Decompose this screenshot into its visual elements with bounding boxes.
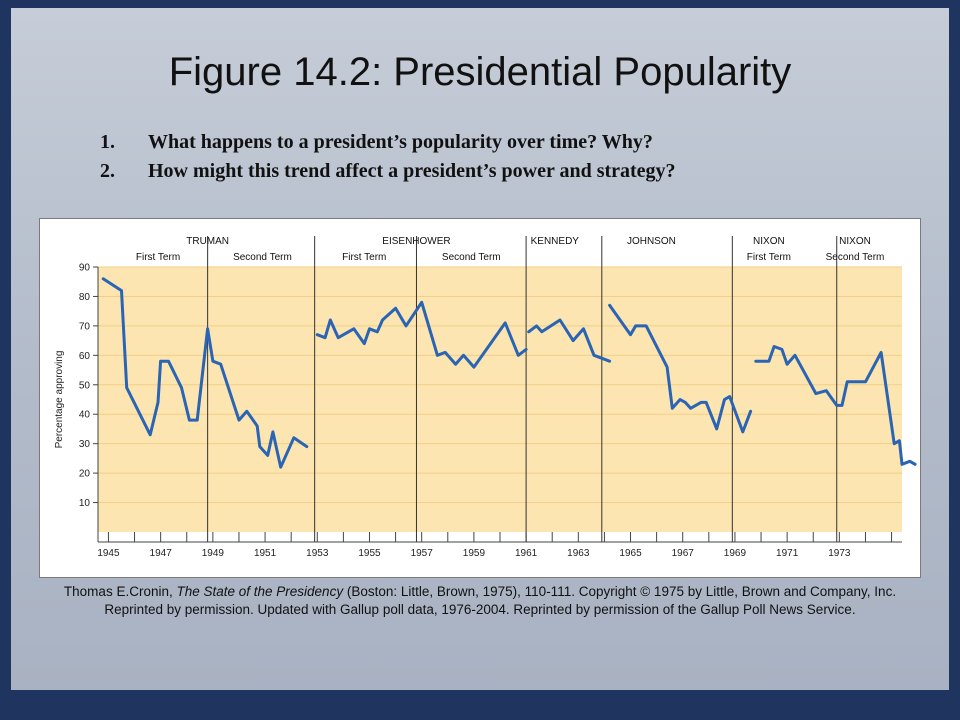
- approval-series-line: [754, 345, 917, 466]
- plot-area: [98, 267, 902, 532]
- x-tick-label: 1961: [515, 548, 538, 559]
- term-label: Second Term: [442, 252, 501, 263]
- y-tick-label: 40: [79, 410, 91, 421]
- chart-figure: 10 20 30 40 50 60 70 80 90 1945 1947 1949 1951 1953 19…: [39, 218, 921, 578]
- x-tick-label: 1953: [306, 548, 329, 559]
- page-title: Figure 14.2: Presidential Popularity: [168, 50, 792, 94]
- term-label: First Term: [342, 252, 386, 263]
- y-tick-label: 60: [79, 351, 91, 362]
- term-label: Second Term: [826, 252, 885, 263]
- x-tick-label: 1959: [463, 548, 486, 559]
- president-label: NIXON: [753, 236, 785, 247]
- y-tick-label: 20: [79, 469, 91, 480]
- president-label: NIXON: [839, 236, 871, 247]
- popularity-chart: 10 20 30 40 50 60 70 80 90 1945 1947 1949 1951 1953 19…: [54, 236, 917, 559]
- approval-series-line: [527, 318, 612, 363]
- y-tick-label: 70: [79, 321, 91, 332]
- x-tick-label: 1973: [828, 548, 851, 559]
- president-label: TRUMAN: [186, 236, 229, 247]
- approval-series-line: [608, 303, 753, 434]
- term-label: First Term: [747, 252, 791, 263]
- x-tick-label: 1965: [619, 548, 642, 559]
- x-tick-label: 1969: [724, 548, 747, 559]
- approval-series-line: [101, 277, 309, 469]
- question-text: How might this trend affect a president’…: [148, 160, 676, 182]
- y-tick-label: 90: [79, 263, 91, 274]
- y-tick-label: 50: [79, 380, 91, 391]
- x-tick-label: 1971: [776, 548, 799, 559]
- x-tick-label: 1963: [567, 548, 590, 559]
- question-list: 1. What happens to a president’s popular…: [100, 131, 676, 189]
- president-label: KENNEDY: [531, 236, 580, 247]
- president-label: EISENHOWER: [382, 236, 450, 247]
- x-tick-label: 1955: [358, 548, 381, 559]
- question-item: 1. What happens to a president’s popular…: [100, 131, 676, 160]
- y-tick-label: 30: [79, 439, 91, 450]
- source-caption: Thomas E.Cronin, The State of the Presid…: [52, 583, 908, 619]
- x-tick-label: 1949: [202, 548, 225, 559]
- y-axis-label: Percentage approving: [54, 351, 65, 449]
- caption-details: (Boston: Little, Brown, 1975), 110-111. …: [104, 584, 897, 617]
- question-item: 2. How might this trend affect a preside…: [100, 160, 676, 189]
- term-label: Second Term: [233, 252, 292, 263]
- x-tick-label: 1957: [411, 548, 434, 559]
- y-tick-label: 10: [79, 498, 91, 509]
- approval-series-line: [315, 300, 528, 369]
- x-tick-label: 1967: [672, 548, 695, 559]
- caption-author: Thomas E.Cronin,: [63, 584, 177, 599]
- caption-book-title: The State of the Presidency: [176, 584, 344, 599]
- x-tick-label: 1945: [97, 548, 120, 559]
- question-number: 2.: [100, 160, 115, 182]
- term-label: First Term: [136, 252, 180, 263]
- x-tick-label: 1947: [150, 548, 173, 559]
- question-number: 1.: [100, 131, 115, 153]
- question-text: What happens to a president’s popularity…: [148, 131, 653, 153]
- y-tick-label: 80: [79, 292, 91, 303]
- x-tick-label: 1951: [254, 548, 277, 559]
- president-label: JOHNSON: [627, 236, 676, 247]
